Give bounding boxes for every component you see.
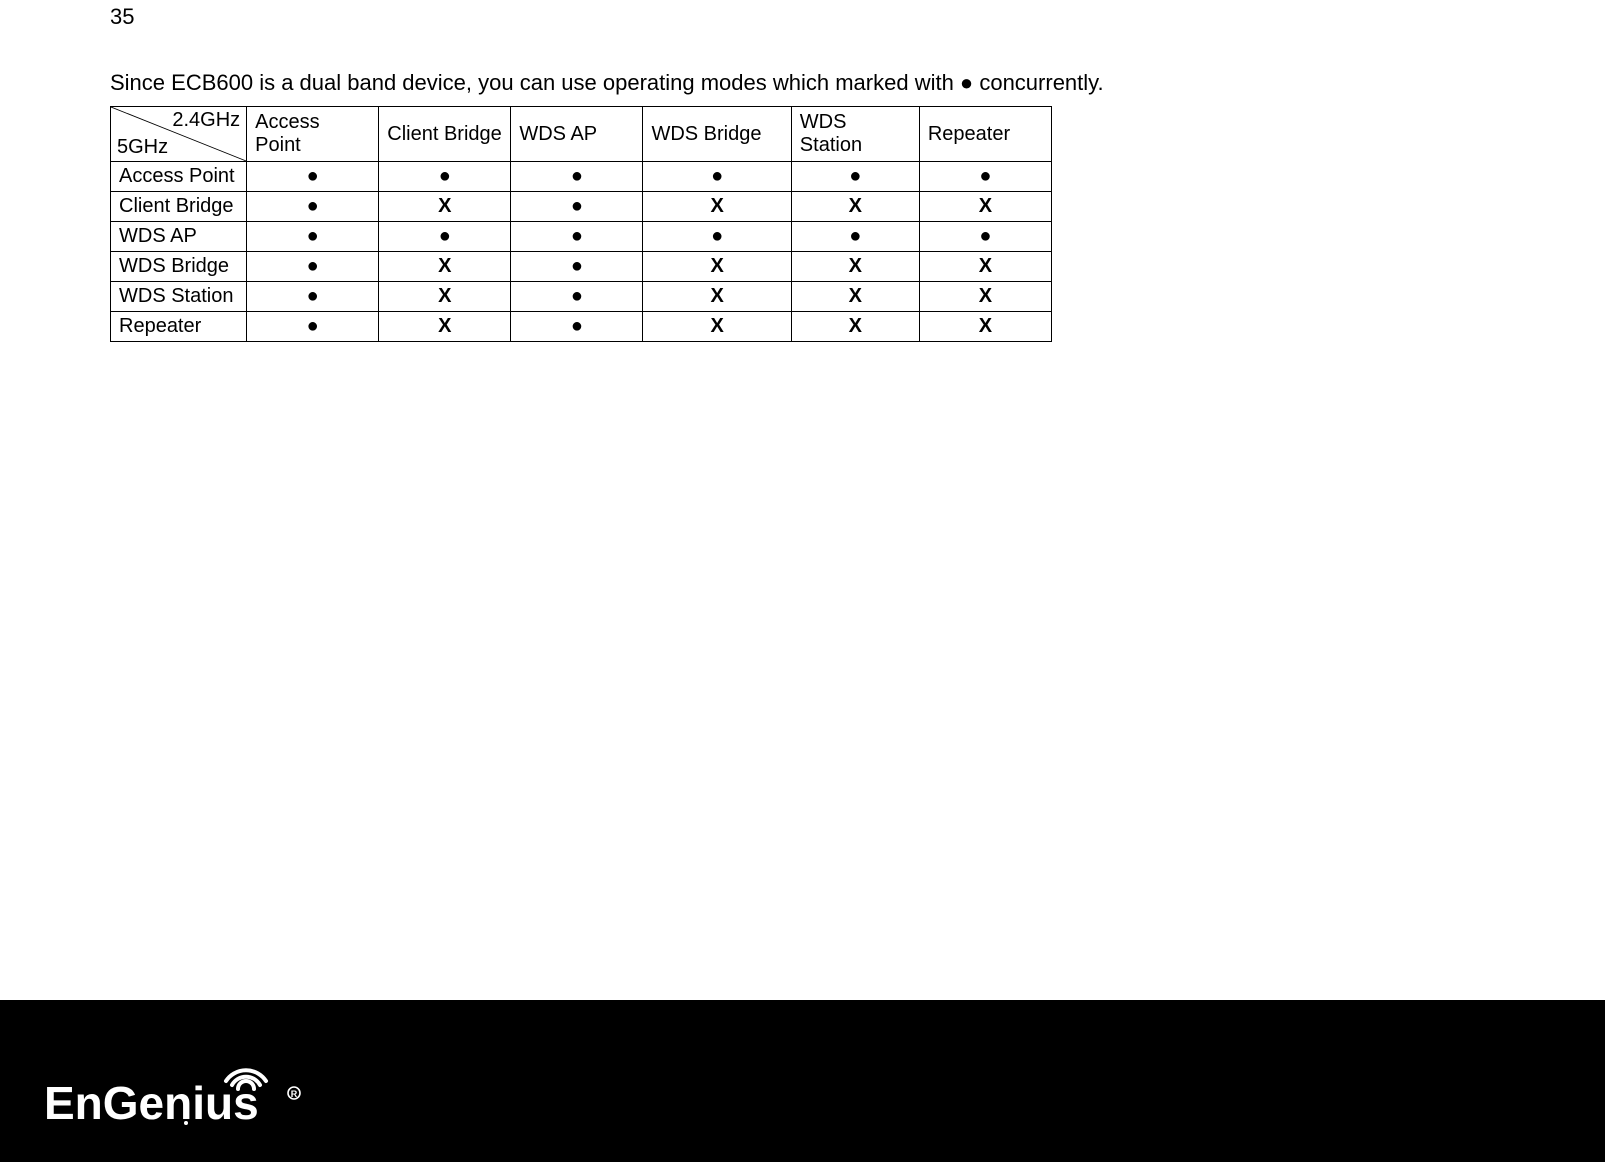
col-header: Client Bridge — [379, 107, 511, 162]
corner-cell: 2.4GHz 5GHz — [111, 107, 247, 162]
table-row: Client Bridge●X●XXX — [111, 192, 1052, 222]
matrix-cell: ● — [379, 222, 511, 252]
matrix-cell: ● — [247, 162, 379, 192]
col-header: WDS AP — [511, 107, 643, 162]
table-header-row: 2.4GHz 5GHz Access Point Client Bridge W… — [111, 107, 1052, 162]
matrix-cell: X — [379, 252, 511, 282]
matrix-cell: ● — [247, 192, 379, 222]
matrix-cell: X — [791, 252, 919, 282]
svg-text:R: R — [291, 1089, 298, 1099]
table-row: Repeater●X●XXX — [111, 312, 1052, 342]
matrix-cell: X — [643, 282, 791, 312]
matrix-cell: ● — [919, 162, 1051, 192]
logo-text: EnGenius — [44, 1077, 259, 1129]
matrix-cell: X — [379, 282, 511, 312]
matrix-cell: ● — [247, 252, 379, 282]
row-header: WDS AP — [111, 222, 247, 252]
matrix-cell: X — [791, 312, 919, 342]
matrix-cell: ● — [643, 222, 791, 252]
matrix-cell: X — [791, 282, 919, 312]
matrix-cell: X — [643, 192, 791, 222]
page-footer: EnGenius R — [0, 1000, 1605, 1162]
matrix-cell: ● — [511, 222, 643, 252]
matrix-cell: X — [791, 192, 919, 222]
matrix-cell: X — [919, 312, 1051, 342]
intro-text: Since ECB600 is a dual band device, you … — [110, 70, 1495, 96]
matrix-cell: ● — [247, 222, 379, 252]
row-header: WDS Bridge — [111, 252, 247, 282]
matrix-cell: X — [379, 312, 511, 342]
matrix-cell: X — [919, 282, 1051, 312]
table-row: Access Point●●●●●● — [111, 162, 1052, 192]
col-header: WDS Station — [791, 107, 919, 162]
matrix-cell: ● — [379, 162, 511, 192]
matrix-cell: X — [919, 192, 1051, 222]
compatibility-table: 2.4GHz 5GHz Access Point Client Bridge W… — [110, 106, 1052, 342]
matrix-cell: X — [379, 192, 511, 222]
row-header: Repeater — [111, 312, 247, 342]
matrix-cell: ● — [247, 282, 379, 312]
matrix-cell: ● — [791, 222, 919, 252]
corner-top-label: 2.4GHz — [172, 109, 240, 132]
matrix-cell: ● — [247, 312, 379, 342]
col-header: WDS Bridge — [643, 107, 791, 162]
page-number: 35 — [110, 4, 1495, 30]
engenius-logo: EnGenius R — [44, 1061, 304, 1131]
matrix-cell: ● — [511, 312, 643, 342]
matrix-cell: ● — [643, 162, 791, 192]
col-header: Repeater — [919, 107, 1051, 162]
row-header: Access Point — [111, 162, 247, 192]
col-header: Access Point — [247, 107, 379, 162]
matrix-cell: X — [643, 252, 791, 282]
matrix-cell: ● — [511, 162, 643, 192]
matrix-cell: ● — [791, 162, 919, 192]
matrix-cell: ● — [511, 192, 643, 222]
row-header: WDS Station — [111, 282, 247, 312]
table-row: WDS Bridge●X●XXX — [111, 252, 1052, 282]
matrix-cell: ● — [919, 222, 1051, 252]
matrix-cell: X — [919, 252, 1051, 282]
table-row: WDS AP●●●●●● — [111, 222, 1052, 252]
table-row: WDS Station●X●XXX — [111, 282, 1052, 312]
row-header: Client Bridge — [111, 192, 247, 222]
corner-bottom-label: 5GHz — [117, 136, 168, 159]
matrix-cell: ● — [511, 282, 643, 312]
matrix-cell: ● — [511, 252, 643, 282]
matrix-cell: X — [643, 312, 791, 342]
